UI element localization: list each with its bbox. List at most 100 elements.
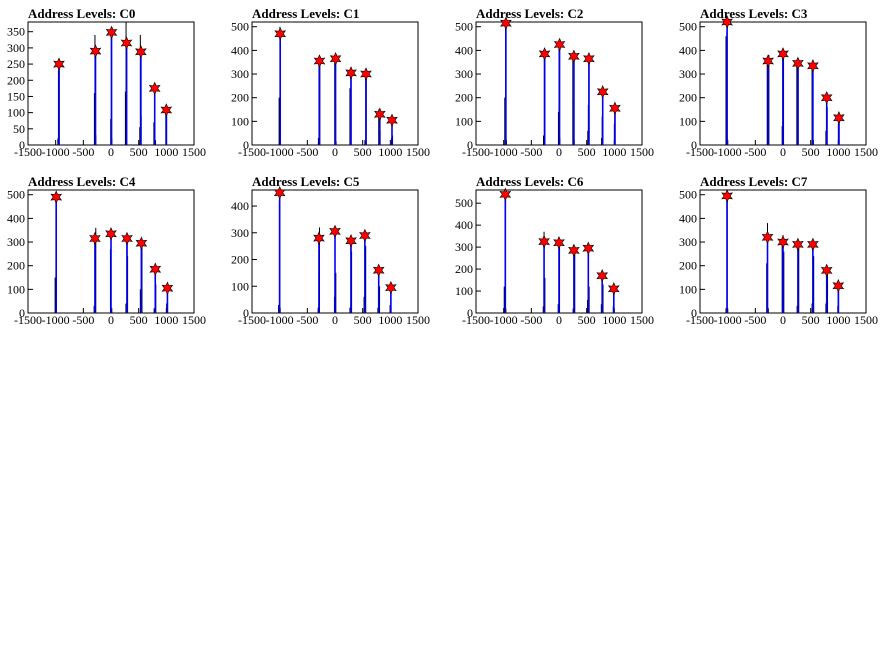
panel-c4: Address Levels: C4 0 100 200 300 400 500 -1500… (0, 168, 224, 336)
y-tick-label: 400 (455, 218, 473, 232)
peak-marker (135, 236, 148, 250)
x-tick-label: 1000 (154, 145, 178, 159)
peak-marker (161, 281, 174, 295)
peak-marker (373, 107, 386, 122)
y-tick-label: 300 (7, 235, 25, 249)
y-tick-label: 0 (467, 138, 473, 152)
y-tick-label: 0 (19, 138, 25, 152)
x-tick-label: 500 (802, 313, 820, 327)
y-tick-label: 200 (455, 91, 473, 105)
x-tick-label: -1500 (462, 145, 490, 159)
x-tick-label: 500 (130, 313, 148, 327)
peak-marker (820, 263, 833, 278)
y-tick-label: 100 (679, 114, 697, 128)
x-tick-label: -1500 (686, 313, 714, 327)
x-tick-label: -500 (296, 145, 318, 159)
x-tick-label: -1500 (14, 145, 42, 159)
y-tick-label: 300 (455, 67, 473, 81)
x-tick-label: -500 (520, 313, 542, 327)
peak-marker (820, 90, 833, 105)
peak-marker (538, 47, 551, 61)
peak-marker (53, 57, 65, 71)
peak-marker (135, 45, 147, 59)
x-tick-label: -500 (744, 313, 766, 327)
chart-svg: 0 100 200 300 400 500 -1500 -1000 -500 0 500 1000 15… (679, 15, 878, 159)
x-tick-label: 1500 (182, 145, 206, 159)
x-tick-label: -1000 (714, 145, 742, 159)
peak-marker (313, 54, 326, 68)
x-tick-label: -1500 (238, 145, 266, 159)
peak-marker (792, 237, 804, 252)
chart-svg: 0 100 200 300 400 500 -1500 -1000 -500 0 500 1000 15… (455, 16, 654, 159)
x-tick-label: 500 (578, 145, 596, 159)
x-tick-label: -1000 (714, 313, 742, 327)
y-tick-label: 200 (7, 73, 25, 87)
x-tick-label: 0 (332, 313, 338, 327)
peak-marker (499, 187, 512, 202)
x-tick-label: 1000 (154, 313, 178, 327)
peak-marker (359, 228, 371, 243)
peak-marker (607, 282, 620, 296)
x-tick-label: -1000 (490, 313, 518, 327)
chart-title: Address Levels: C1 (252, 6, 360, 21)
peak-marker (345, 234, 357, 248)
peak-marker (832, 279, 845, 293)
peak-marker (792, 56, 804, 71)
panel-c7: Address Levels: C7 0 100 200 300 400 500 -1500… (672, 168, 896, 336)
peak-marker (149, 262, 162, 276)
x-tick-label: 500 (354, 313, 372, 327)
peak-marker (721, 15, 733, 29)
y-tick-label: 350 (7, 25, 25, 39)
y-tick-label: 100 (231, 114, 249, 128)
peak-marker (596, 85, 609, 99)
y-tick-label: 400 (7, 211, 25, 225)
y-tick-label: 200 (231, 253, 249, 267)
peak-marker (329, 51, 342, 66)
x-tick-label: -500 (72, 145, 94, 159)
y-tick-label: 150 (7, 89, 25, 103)
peak-marker (329, 224, 341, 239)
x-tick-label: 1500 (854, 145, 878, 159)
peak-marker (762, 54, 774, 68)
peak-marker (345, 66, 357, 80)
y-tick-label: 500 (679, 20, 697, 34)
panel-c3: Address Levels: C3 0 100 200 300 400 500 -1500… (672, 0, 896, 168)
y-tick-label: 200 (679, 259, 697, 273)
peak-marker (148, 81, 161, 96)
y-tick-label: 200 (231, 91, 249, 105)
peak-marker (105, 227, 117, 241)
chart-svg: 0 100 200 300 400 500 -1500 -1000 -500 0 500 1000 15… (231, 20, 430, 159)
peak-marker (777, 47, 789, 61)
y-tick-label: 400 (679, 211, 697, 225)
panel-c5: Address Levels: C5 0 100 200 300 400 -1500 -10… (224, 168, 448, 336)
peak-marker (89, 231, 101, 246)
peak-marker (807, 59, 819, 73)
y-tick-label: 100 (231, 279, 249, 293)
peak-marker (121, 231, 133, 246)
x-tick-label: 0 (556, 145, 562, 159)
y-tick-label: 100 (455, 114, 473, 128)
chart-title: Address Levels: C4 (28, 174, 136, 189)
peak-marker (538, 234, 550, 249)
peak-marker (385, 280, 397, 295)
y-tick-label: 400 (231, 199, 249, 213)
chart-title: Address Levels: C5 (252, 174, 360, 189)
y-tick-label: 50 (13, 122, 25, 136)
peak-marker (105, 25, 118, 40)
y-tick-label: 300 (455, 240, 473, 254)
chart-svg: 0 100 200 300 400 500 -1500 -1000 -500 0 500 1000 15… (455, 187, 654, 327)
peak-marker (833, 111, 845, 125)
y-tick-label: 200 (679, 91, 697, 105)
peak-marker (568, 243, 580, 258)
peak-marker (313, 231, 325, 245)
chart-title: Address Levels: C0 (28, 6, 136, 21)
y-tick-label: 500 (679, 188, 697, 202)
x-tick-label: 500 (578, 313, 596, 327)
x-tick-label: 500 (802, 145, 820, 159)
x-tick-label: -500 (72, 313, 94, 327)
peak-marker (372, 263, 385, 277)
x-tick-label: 1000 (602, 313, 626, 327)
peak-marker (50, 190, 63, 204)
y-tick-label: 0 (467, 306, 473, 320)
y-tick-label: 100 (7, 282, 25, 296)
